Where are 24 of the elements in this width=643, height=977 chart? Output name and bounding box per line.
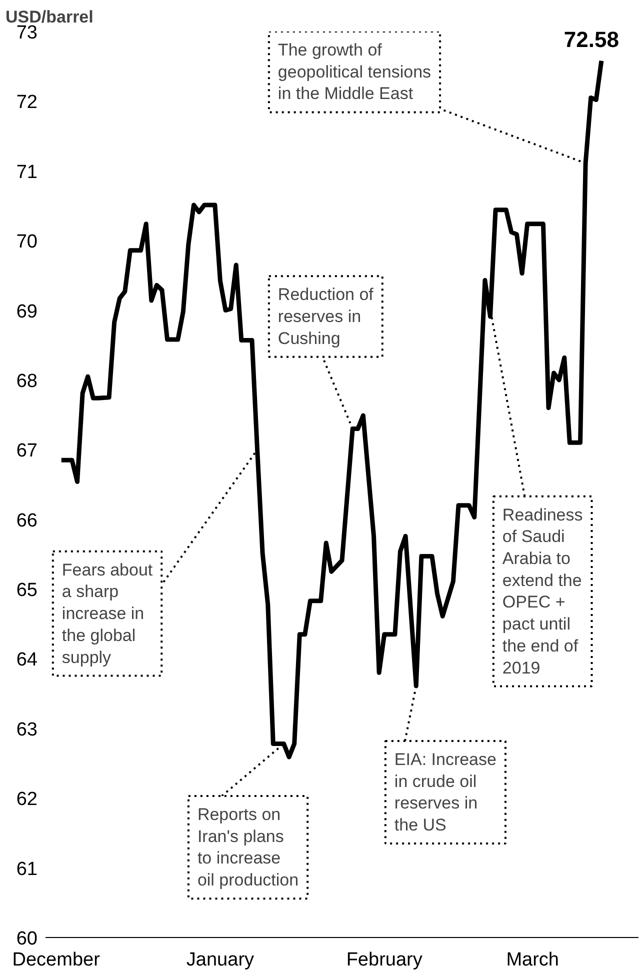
- x-tick-label: January: [186, 950, 255, 970]
- annotation: Readiness of Saudi Arabia to extend the OPEC + pact until the end of 2019: [502, 505, 583, 678]
- annotation: Reports on Iran's plans to increase oil production: [197, 805, 299, 890]
- annotation: Reduction of reserves in Cushing: [278, 285, 374, 348]
- y-tick-label: 68: [16, 370, 38, 392]
- y-tick-label: 71: [16, 162, 38, 183]
- annotation: EIA: Increase in crude oil reserves in the US: [394, 750, 496, 835]
- y-tick-label: 64: [16, 650, 38, 671]
- x-tick-label: December: [12, 950, 101, 970]
- y-tick-label: 66: [16, 510, 38, 532]
- data-label: 72.58: [564, 26, 619, 52]
- y-tick-label: 61: [16, 858, 38, 880]
- annotation: Fears about a sharp increase in the global supply: [62, 560, 153, 667]
- y-tick-label: 60: [16, 928, 38, 950]
- x-tick-label: February: [346, 950, 423, 970]
- y-tick-label: 70: [16, 232, 38, 253]
- y-tick-label: 69: [16, 301, 38, 322]
- y-tick-label: 72: [16, 92, 38, 114]
- y-tick-label: 63: [16, 719, 38, 740]
- x-tick-label: March: [506, 950, 560, 970]
- y-tick-label: 62: [16, 789, 38, 810]
- y-tick-label: 65: [16, 580, 38, 602]
- annotation: The growth of geopolitical tensions in the Middle East: [278, 40, 432, 104]
- y-tick-label: 67: [16, 440, 38, 462]
